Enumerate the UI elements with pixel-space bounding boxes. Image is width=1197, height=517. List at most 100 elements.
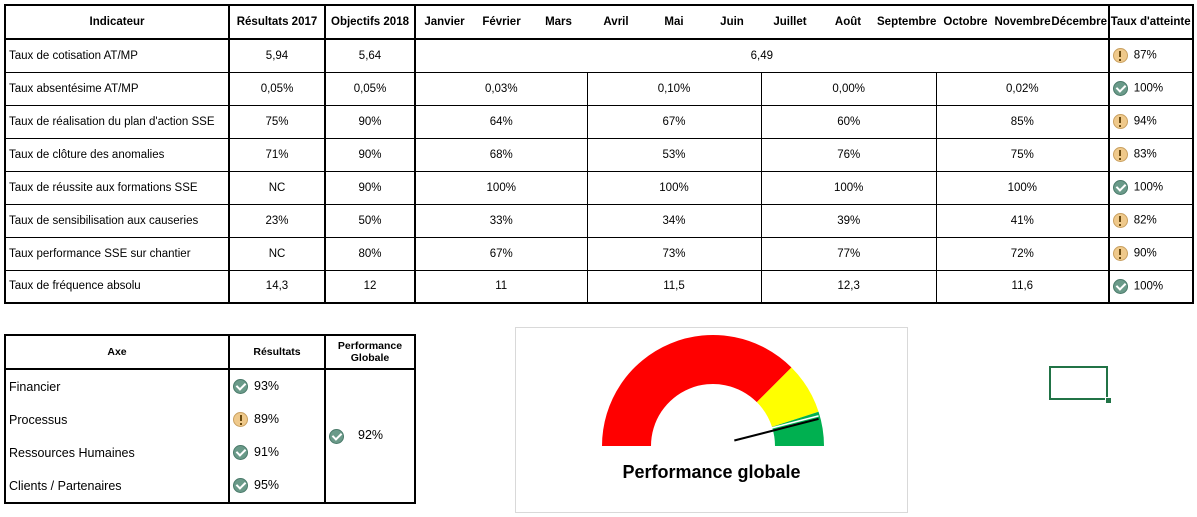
- attainment-cell[interactable]: 100%: [1108, 171, 1194, 205]
- quarter-value-cell[interactable]: 0,03%: [415, 72, 587, 106]
- attainment-cell[interactable]: 90%: [1108, 237, 1194, 271]
- quarter-value-cell[interactable]: 75%: [935, 138, 1110, 172]
- exclamation-circle-icon: [1112, 114, 1128, 129]
- table-row: Taux de sensibilisation aux causeries 23%…: [4, 204, 1194, 238]
- table-row: Processus 89%: [4, 403, 415, 436]
- attainment-value: 94%: [1133, 115, 1157, 128]
- quarter-value-cell[interactable]: 100%: [760, 171, 937, 205]
- quarter-value-cell[interactable]: 39%: [760, 204, 937, 238]
- objectives-2018-cell[interactable]: 90%: [325, 138, 416, 172]
- header-results: Résultats: [228, 334, 326, 370]
- header-objectives-2018: Objectifs 2018: [324, 4, 416, 40]
- axe-name: Clients / Partenaires: [4, 469, 230, 504]
- attainment-cell[interactable]: 100%: [1108, 270, 1194, 303]
- objectives-2018-cell[interactable]: 90%: [325, 171, 416, 205]
- attainment-cell[interactable]: 82%: [1108, 204, 1194, 238]
- quarter-value-cell[interactable]: 100%: [586, 171, 761, 205]
- check-circle-icon: [1112, 278, 1128, 294]
- objectives-2018-cell[interactable]: 5,64: [325, 39, 416, 73]
- exclamation-circle-icon: [1112, 246, 1128, 261]
- quarter-value-cell[interactable]: 41%: [935, 204, 1110, 238]
- objectives-2018-cell[interactable]: 90%: [325, 105, 416, 139]
- axe-result-cell[interactable]: 89%: [229, 403, 326, 436]
- quarter-value-cell[interactable]: 76%: [760, 138, 937, 172]
- check-circle-icon: [1112, 180, 1128, 195]
- results-2017-cell[interactable]: 0,05%: [229, 72, 326, 106]
- indicator-name: Taux de fréquence absolu: [4, 270, 230, 303]
- indicator-name: Taux de sensibilisation aux causeries: [4, 204, 230, 238]
- attainment-value: 100%: [1133, 280, 1164, 293]
- quarter-value-cell[interactable]: 67%: [586, 105, 761, 139]
- results-2017-cell[interactable]: 5,94: [229, 39, 326, 73]
- table-row: Clients / Partenaires 95%: [4, 469, 415, 504]
- quarter-value-cell[interactable]: 11,5: [586, 270, 761, 303]
- objectives-2018-cell[interactable]: 50%: [325, 204, 416, 238]
- gauge-title: Performance globale: [622, 462, 801, 482]
- header-results-2017: Résultats 2017: [228, 4, 326, 40]
- axe-result-cell[interactable]: 93%: [229, 369, 326, 403]
- quarter-value-cell[interactable]: 60%: [760, 105, 937, 139]
- selected-cell[interactable]: [1049, 366, 1108, 400]
- attainment-cell[interactable]: 94%: [1108, 105, 1194, 139]
- header-month: Janvier: [415, 4, 473, 40]
- fill-handle[interactable]: [1105, 397, 1112, 404]
- gauge-chart[interactable]: Performance globale: [515, 327, 908, 513]
- results-2017-cell[interactable]: 75%: [229, 105, 326, 139]
- table-row: Taux de cotisation AT/MP 5,94 5,64 6,49 87%: [4, 39, 1194, 73]
- indicator-name: Taux performance SSE sur chantier: [4, 237, 230, 271]
- indicator-name: Taux de réalisation du plan d'action SSE: [4, 105, 230, 139]
- gauge-band: [756, 367, 819, 427]
- axe-name: Processus: [4, 403, 230, 436]
- objectives-2018-cell[interactable]: 12: [325, 270, 416, 303]
- quarter-value-cell[interactable]: 33%: [415, 204, 587, 238]
- exclamation-circle-icon: [1112, 147, 1128, 162]
- results-2017-cell[interactable]: 71%: [229, 138, 326, 172]
- quarter-value-cell[interactable]: 0,00%: [760, 72, 937, 106]
- quarter-value-cell[interactable]: 72%: [935, 237, 1110, 271]
- axe-result-cell[interactable]: 91%: [229, 436, 326, 469]
- attainment-cell[interactable]: 100%: [1108, 72, 1194, 106]
- axe-result-value: 91%: [254, 444, 280, 459]
- quarter-value-cell[interactable]: 11,6: [935, 270, 1110, 303]
- objectives-2018-cell[interactable]: 0,05%: [325, 72, 416, 106]
- quarter-value-cell[interactable]: 85%: [935, 105, 1110, 139]
- period-value-cell[interactable]: 6,49: [415, 39, 1110, 73]
- quarter-value-cell[interactable]: 64%: [415, 105, 587, 139]
- results-2017-cell[interactable]: 14,3: [229, 270, 326, 303]
- results-2017-cell[interactable]: NC: [229, 237, 326, 271]
- quarter-value-cell[interactable]: 0,02%: [935, 72, 1110, 106]
- quarter-value-cell[interactable]: 12,3: [760, 270, 937, 303]
- header-month: Juin: [703, 4, 761, 40]
- axe-result-value: 89%: [254, 411, 280, 426]
- quarter-value-cell[interactable]: 77%: [760, 237, 937, 271]
- attainment-cell[interactable]: 87%: [1108, 39, 1194, 73]
- quarter-value-cell[interactable]: 68%: [415, 138, 587, 172]
- table-row: Taux de clôture des anomalies 71% 90% 68% 53…: [4, 138, 1194, 172]
- quarter-value-cell[interactable]: 100%: [415, 171, 587, 205]
- quarter-value-cell[interactable]: 11: [495, 280, 508, 293]
- indicator-name: Taux de réussite aux formations SSE: [4, 171, 230, 205]
- gauge-band: [602, 335, 792, 446]
- quarter-value-cell[interactable]: 53%: [586, 138, 761, 172]
- header-month: Août: [819, 4, 877, 40]
- gauge-needle-highlight: [734, 415, 819, 439]
- quarter-value-cell[interactable]: 73%: [586, 237, 761, 271]
- results-2017-cell[interactable]: NC: [229, 171, 326, 205]
- kpi-table-body: Taux de cotisation AT/MP 5,94 5,64 6,49 87% T…: [4, 39, 1194, 303]
- axe-result-cell[interactable]: 95%: [229, 469, 326, 504]
- quarter-value-cell[interactable]: 67%: [415, 237, 587, 271]
- quarter-value-cell[interactable]: 0,10%: [586, 72, 761, 106]
- header-month: Novembre: [994, 4, 1051, 40]
- table-row: Taux de réalisation du plan d'action SSE…: [4, 105, 1194, 139]
- header-attainment: Taux d'atteinte: [1107, 4, 1194, 40]
- attainment-cell[interactable]: 83%: [1108, 138, 1194, 172]
- quarter-value-cell[interactable]: 34%: [586, 204, 761, 238]
- global-performance-cell[interactable]: 92%: [325, 369, 416, 504]
- header-month: Septembre: [877, 4, 937, 40]
- results-2017-cell[interactable]: 23%: [229, 204, 326, 238]
- axe-name: Financier: [4, 369, 230, 403]
- objectives-2018-cell[interactable]: 80%: [325, 237, 416, 271]
- exclamation-circle-icon: [1112, 48, 1128, 64]
- attainment-value: 83%: [1133, 148, 1157, 161]
- quarter-value-cell[interactable]: 100%: [935, 171, 1110, 205]
